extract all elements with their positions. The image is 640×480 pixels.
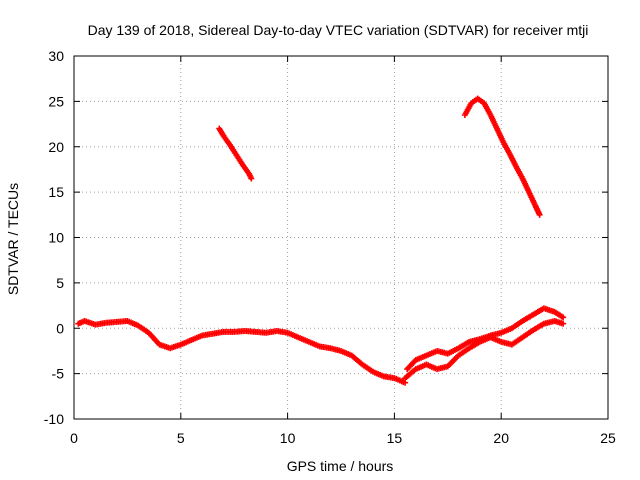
data-points xyxy=(75,95,567,386)
x-tick-label: 0 xyxy=(70,430,78,446)
x-tick-label: 15 xyxy=(387,430,403,446)
data-point xyxy=(536,211,543,218)
tick-marks xyxy=(73,55,609,420)
y-tick-label: 30 xyxy=(48,48,64,64)
y-tick-label: -10 xyxy=(44,411,64,427)
y-tick-label: 15 xyxy=(48,184,64,200)
y-tick-label: 0 xyxy=(56,320,64,336)
chart-title: Day 139 of 2018, Sidereal Day-to-day VTE… xyxy=(88,22,589,38)
y-axis-label: SDTVAR / TECUs xyxy=(5,183,21,295)
y-tick-label: 5 xyxy=(56,275,64,291)
grid xyxy=(74,56,608,419)
x-tick-label: 25 xyxy=(600,430,616,446)
x-tick-label: 5 xyxy=(177,430,185,446)
data-point xyxy=(248,175,255,182)
y-tick-label: 20 xyxy=(48,139,64,155)
data-point xyxy=(560,320,567,327)
y-tick-label: 10 xyxy=(48,230,64,246)
y-tick-label: -5 xyxy=(52,366,65,382)
data-point xyxy=(560,314,567,321)
x-tick-label: 10 xyxy=(280,430,296,446)
x-tick-label: 20 xyxy=(493,430,509,446)
tick-labels: 0 5 10 15 20 25 -10 -5 0 5 10 15 20 25 30 xyxy=(44,48,616,446)
y-tick-label: 25 xyxy=(48,93,64,109)
x-axis-label: GPS time / hours xyxy=(287,458,394,474)
